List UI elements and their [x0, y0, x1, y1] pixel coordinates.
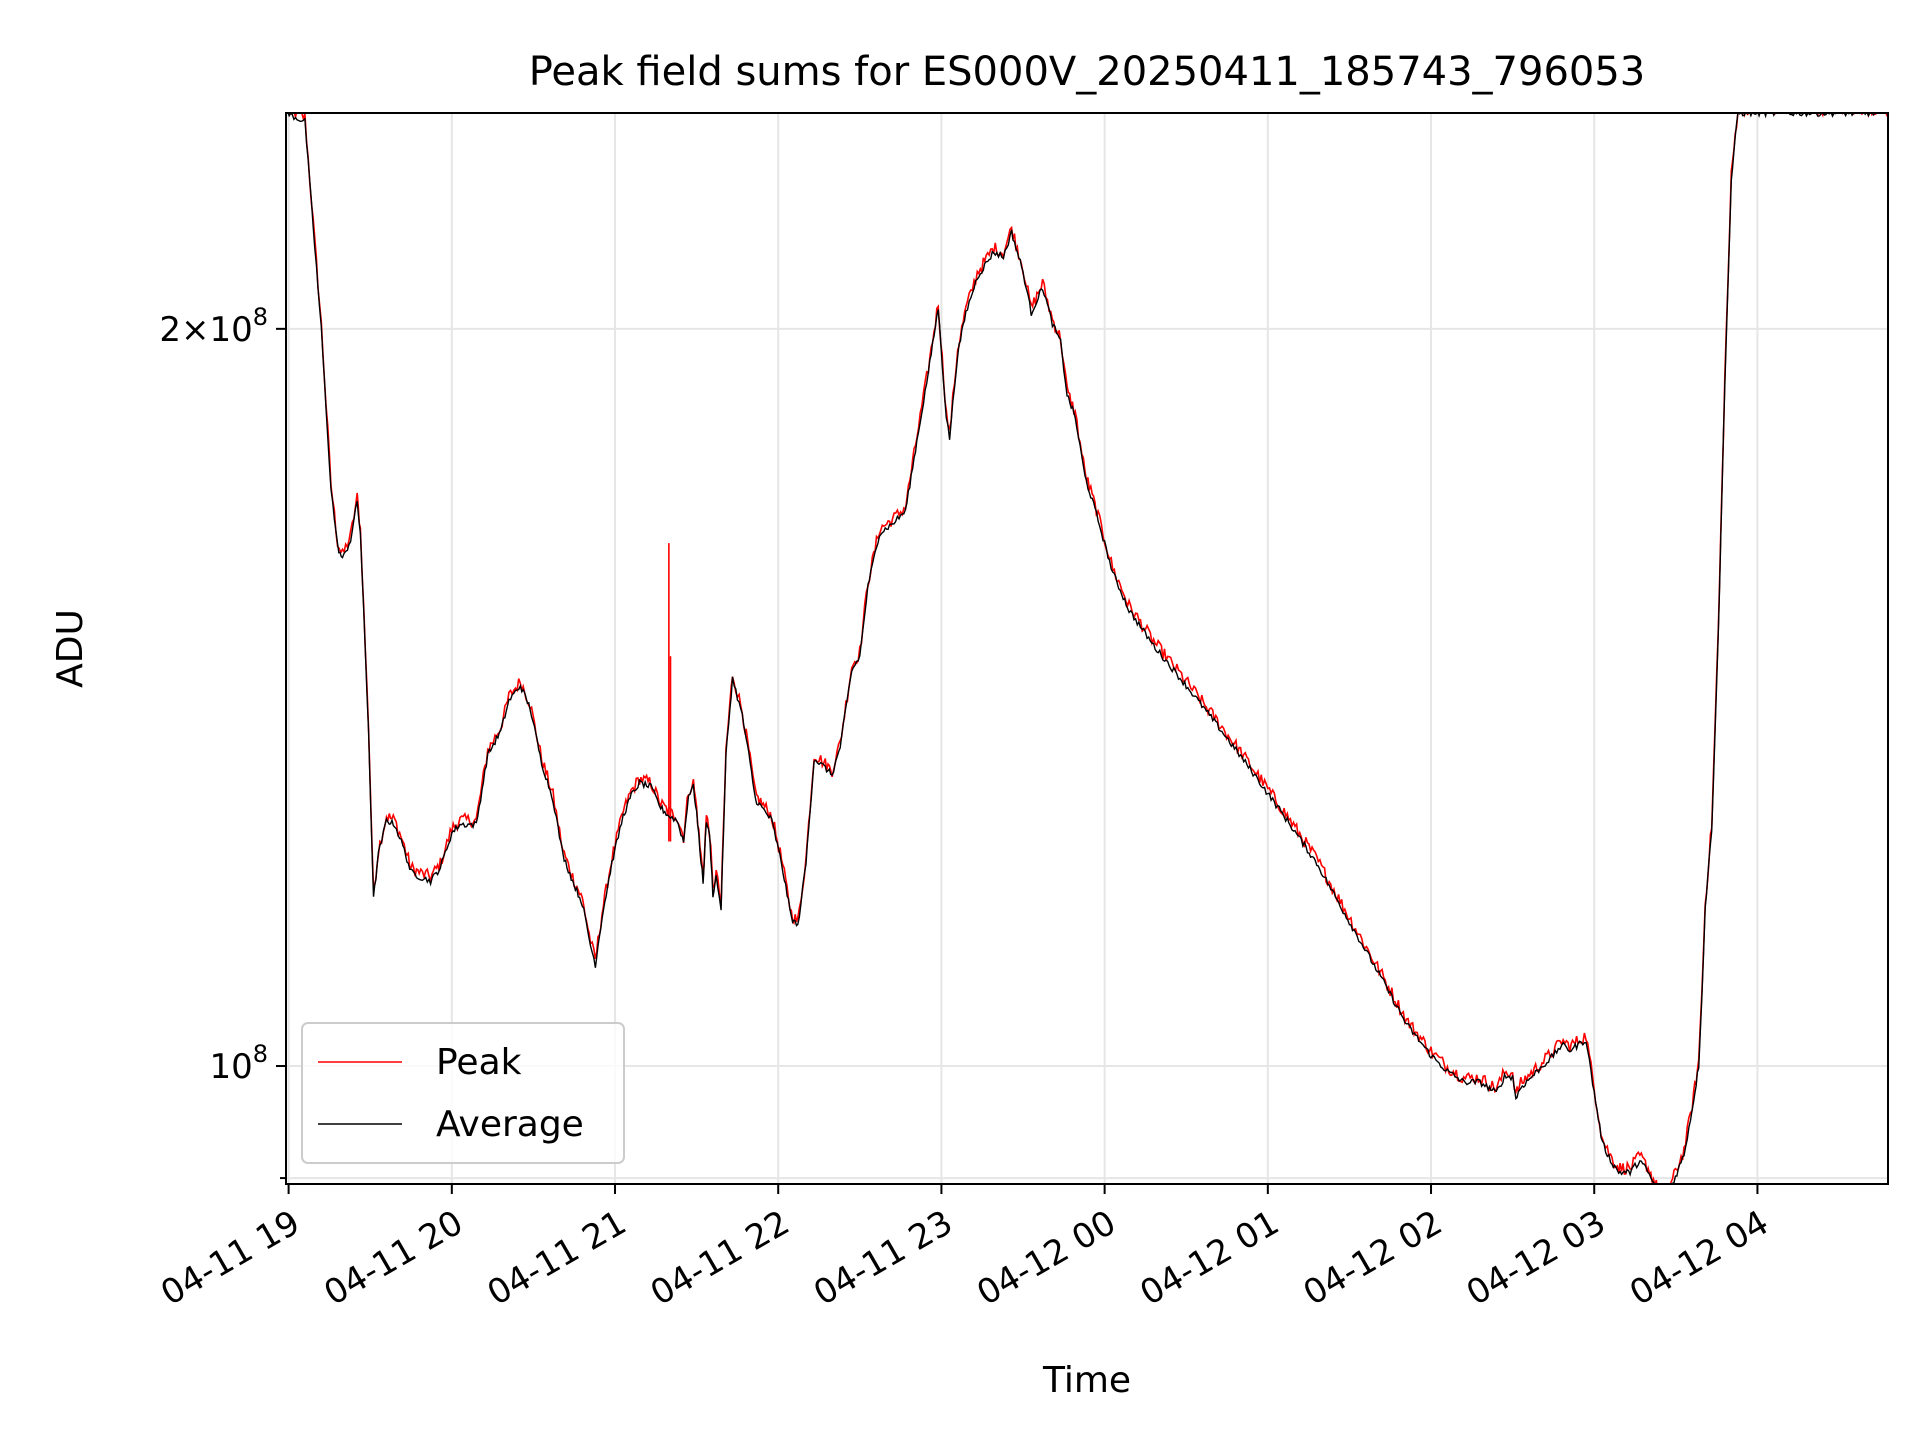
x-tick-label: 04-11 21: [481, 1203, 633, 1314]
x-tick-label: 04-12 00: [970, 1203, 1122, 1314]
x-tick-label: 04-12 04: [1623, 1203, 1775, 1314]
x-tick-label: 04-12 03: [1460, 1203, 1612, 1314]
legend: Peak Average: [301, 1022, 625, 1164]
plot-frame: [285, 112, 1889, 1185]
x-axis-label: Time: [1042, 1360, 1131, 1401]
chart-title: Peak field sums for ES000V_20250411_1857…: [529, 49, 1646, 95]
series-line-average: [286, 113, 1888, 1184]
y-tick-label: 2×108: [159, 303, 268, 350]
legend-label-average: Average: [436, 1104, 584, 1145]
x-tick-label: 04-12 02: [1297, 1203, 1449, 1314]
x-tick-label: 04-11 20: [318, 1203, 470, 1314]
legend-label-peak: Peak: [436, 1042, 522, 1083]
series-layer: [286, 113, 1888, 1184]
y-tick-label: 108: [209, 1040, 268, 1087]
x-tick-label: 04-11 23: [807, 1203, 959, 1314]
x-tick-label: 04-12 01: [1134, 1203, 1286, 1314]
y-axis-label: ADU: [50, 609, 91, 688]
legend-box: [301, 1022, 625, 1164]
x-tick-label: 04-11 19: [154, 1203, 306, 1314]
x-tick-label: 04-11 22: [644, 1203, 796, 1314]
